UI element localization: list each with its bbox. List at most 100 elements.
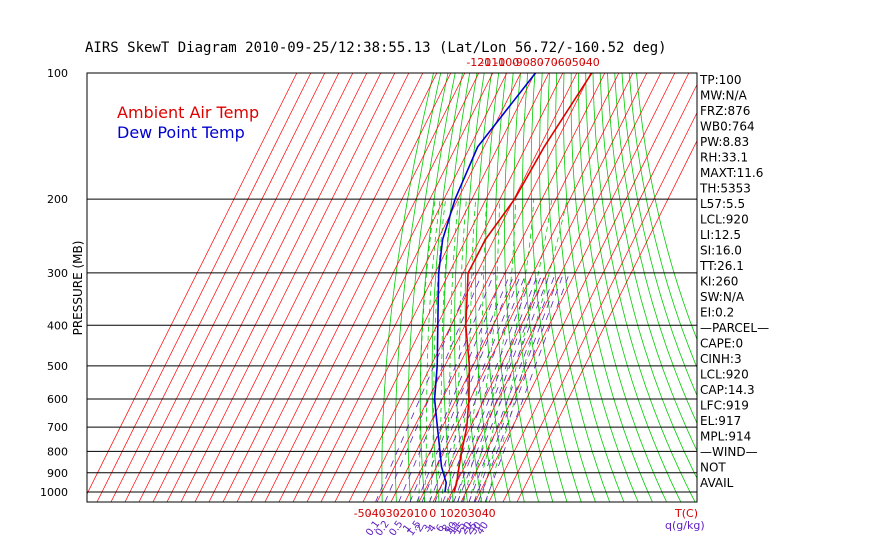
dry-adiabat	[578, 73, 668, 502]
isotherm-line	[516, 140, 697, 502]
isotherm-line	[362, 73, 578, 502]
series-ambient-air-temp	[453, 73, 593, 493]
dry-adiabat	[636, 73, 697, 341]
stat-entry: —WIND—	[700, 445, 758, 459]
moist-adiabat	[429, 199, 446, 502]
top-temp-tick-label: -50	[568, 56, 586, 69]
stat-entry: SW:N/A	[700, 290, 745, 304]
isotherm-line	[110, 73, 326, 502]
chart-title: AIRS SkewT Diagram 2010-09-25/12:38:55.1…	[85, 40, 667, 56]
pressure-tick-label: 600	[47, 393, 68, 406]
moist-adiabat	[435, 199, 452, 502]
stat-entry: RH:33.1	[700, 151, 748, 165]
isotherm-line	[236, 73, 452, 502]
mixing-ratio-unit: q(g/kg)	[665, 519, 705, 532]
stat-entry: LFC:919	[700, 399, 749, 413]
dry-adiabat	[614, 73, 697, 425]
pressure-tick-label: 300	[47, 267, 68, 280]
moist-adiabat	[418, 199, 436, 502]
bottom-axis-unit: T(C)	[674, 507, 698, 520]
mixing-ratio-line	[416, 272, 511, 502]
top-temp-tick-label: -40	[582, 56, 600, 69]
dry-adiabat	[585, 73, 682, 502]
stat-entry: CINH:3	[700, 352, 742, 366]
isotherm-line	[180, 73, 396, 502]
mixing-ratio-line	[477, 272, 565, 502]
dry-adiabat	[513, 73, 554, 502]
mixing-ratio-label: 6	[434, 523, 447, 535]
bottom-temp-tick-label: 10	[440, 507, 454, 520]
top-temp-tick-label: -100	[494, 56, 519, 69]
stat-entry: EL:917	[700, 414, 741, 428]
mixing-ratio-line	[442, 272, 534, 502]
dry-adiabat	[599, 73, 697, 480]
y-axis-label: PRESSURE (MB)	[71, 241, 85, 336]
mixing-ratio-line	[375, 272, 475, 502]
bottom-temp-tick-label: 30	[468, 507, 482, 520]
mixing-ratio-line	[462, 272, 551, 502]
isotherm-line	[502, 111, 697, 502]
dry-adiabat	[494, 73, 525, 502]
isotherm-line	[278, 73, 494, 502]
dry-adiabat	[607, 73, 697, 452]
mixing-ratio-label: 4	[426, 523, 439, 535]
stat-entry: LCL:920	[700, 368, 749, 382]
isotherm-line	[138, 73, 354, 502]
moist-adiabat	[463, 199, 501, 502]
mixing-ratio-line	[453, 272, 543, 502]
stat-entry: TH:5353	[699, 182, 751, 196]
dry-adiabat	[504, 73, 540, 502]
mixing-ratio-label: 1	[401, 523, 414, 535]
isotherm-line	[264, 73, 480, 502]
isotherm-line	[418, 73, 634, 502]
stat-entry: L57:5.5	[700, 197, 745, 211]
bottom-temp-tick-label: -50	[354, 507, 372, 520]
isotherm-line	[124, 73, 340, 502]
isotherm-line	[460, 73, 676, 502]
isotherm-line	[390, 73, 606, 502]
stat-entry: TP:100	[699, 73, 742, 87]
plot-frame	[86, 72, 698, 503]
mixing-ratio-line	[457, 272, 547, 502]
bottom-temp-tick-label: -10	[410, 507, 428, 520]
pressure-tick-label: 1000	[40, 486, 68, 499]
isotherm-line	[152, 73, 368, 502]
stat-entry: NOT	[700, 461, 726, 475]
isotherm-line	[194, 73, 410, 502]
dry-adiabat	[628, 73, 697, 369]
isotherm-line	[96, 73, 312, 502]
isotherm-line	[250, 73, 466, 502]
bottom-temp-tick-label: 0	[429, 507, 436, 520]
mixing-ratio-label: 2	[413, 523, 426, 535]
stat-entry: AVAIL	[700, 476, 734, 490]
moist-adiabat	[423, 199, 441, 502]
mixing-ratio-line	[448, 272, 539, 502]
mixing-ratio-line	[409, 272, 505, 502]
bottom-temp-tick-label: -20	[396, 507, 414, 520]
mixing-ratio-label: 8	[440, 523, 453, 535]
isotherm-line	[292, 73, 508, 502]
top-temp-tick-label: -70	[540, 56, 558, 69]
isotherm-line	[446, 73, 662, 502]
mixing-ratio-line	[384, 272, 483, 502]
moist-adiabat	[468, 199, 517, 502]
top-temp-tick-label: -60	[554, 56, 572, 69]
pressure-tick-label: 400	[47, 319, 68, 332]
bottom-temp-tick-label: 20	[454, 507, 468, 520]
legend-dew-point: Dew Point Temp	[117, 123, 245, 142]
mixing-ratio-line	[429, 272, 522, 502]
stat-entry: LI:12.5	[700, 228, 741, 242]
isotherm-line	[320, 73, 536, 502]
legend-air-temp: Ambient Air Temp	[117, 103, 259, 122]
stat-entry: KI:260	[700, 275, 738, 289]
stat-entry: SI:16.0	[700, 244, 742, 258]
stat-entry: CAP:14.3	[700, 383, 755, 397]
isotherm-line	[404, 73, 620, 502]
bottom-temp-tick-label: -40	[368, 507, 386, 520]
isotherm-line	[488, 83, 697, 502]
isotherm-line	[208, 73, 424, 502]
isotherm-line	[306, 73, 522, 502]
mixing-ratio-line	[398, 272, 495, 502]
isotherm-line	[348, 73, 564, 502]
